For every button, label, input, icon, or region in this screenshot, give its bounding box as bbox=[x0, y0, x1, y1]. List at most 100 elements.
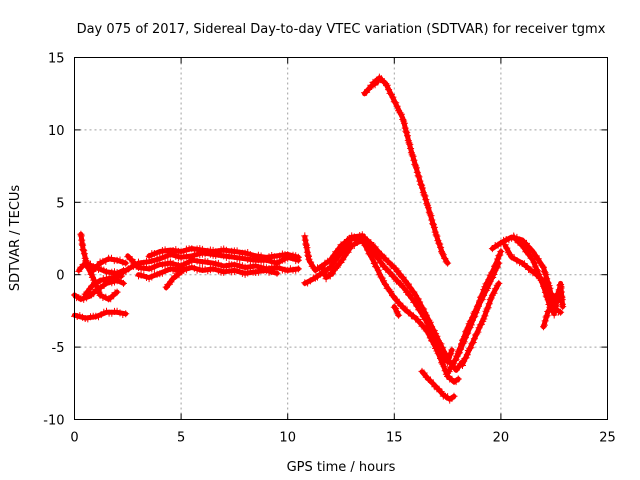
data-point bbox=[448, 360, 456, 368]
data-point bbox=[529, 248, 537, 256]
data-point bbox=[454, 364, 462, 372]
data-point bbox=[436, 240, 444, 248]
data-point bbox=[437, 355, 444, 362]
data-point bbox=[484, 304, 492, 312]
data-point bbox=[434, 349, 442, 357]
data-point bbox=[493, 259, 501, 267]
data-point bbox=[497, 248, 505, 255]
data-point bbox=[401, 124, 409, 132]
x-axis-tick-labels: 0 5 10 15 20 25 bbox=[70, 431, 615, 446]
data-point bbox=[378, 259, 386, 267]
data-point bbox=[540, 263, 547, 271]
data-point bbox=[106, 276, 114, 283]
data-point bbox=[405, 291, 412, 299]
data-point bbox=[430, 327, 438, 335]
data-point bbox=[525, 250, 533, 258]
y-tick-label: -5 bbox=[52, 341, 65, 356]
data-point bbox=[540, 321, 548, 329]
data-point bbox=[394, 267, 402, 275]
data-point bbox=[318, 263, 326, 271]
series-track bbox=[77, 230, 121, 303]
series-track bbox=[510, 232, 567, 319]
data-point bbox=[557, 297, 565, 305]
data-point bbox=[385, 286, 393, 294]
data-point bbox=[442, 258, 450, 266]
data-point bbox=[424, 204, 432, 212]
data-point bbox=[476, 297, 484, 305]
x-tick-label: 15 bbox=[386, 431, 403, 446]
data-point bbox=[390, 273, 398, 281]
data-point bbox=[467, 344, 475, 352]
series-track bbox=[540, 290, 565, 331]
data-point bbox=[461, 333, 469, 340]
data-point bbox=[456, 344, 464, 352]
data-point bbox=[494, 255, 502, 263]
data-point bbox=[492, 285, 500, 293]
data-point bbox=[414, 295, 422, 303]
data-point bbox=[397, 279, 405, 287]
data-point bbox=[480, 315, 488, 323]
data-point bbox=[458, 340, 465, 348]
data-point bbox=[454, 375, 462, 383]
data-point bbox=[413, 168, 421, 176]
data-point bbox=[416, 318, 424, 326]
data-point bbox=[339, 256, 347, 264]
data-point bbox=[404, 132, 411, 140]
data-point bbox=[390, 98, 398, 106]
data-point bbox=[389, 93, 397, 101]
data-point bbox=[344, 248, 352, 256]
data-point bbox=[335, 259, 343, 267]
data-point bbox=[540, 267, 548, 275]
data-point bbox=[436, 339, 444, 347]
series-track bbox=[145, 245, 302, 262]
data-point bbox=[541, 288, 549, 296]
data-point bbox=[440, 362, 448, 370]
data-point bbox=[82, 257, 90, 265]
data-point bbox=[364, 246, 372, 254]
data-point bbox=[540, 323, 547, 331]
data-point bbox=[428, 323, 436, 331]
data-point bbox=[332, 265, 340, 272]
data-point bbox=[541, 269, 549, 277]
series-track bbox=[418, 367, 458, 404]
data-point bbox=[559, 303, 567, 311]
data-point bbox=[75, 267, 83, 275]
data-point bbox=[333, 263, 341, 271]
series-track bbox=[361, 78, 381, 97]
data-point bbox=[444, 369, 452, 377]
data-point bbox=[389, 292, 396, 300]
data-point bbox=[464, 324, 472, 332]
data-point bbox=[326, 272, 334, 280]
data-point bbox=[445, 368, 453, 376]
data-point bbox=[471, 308, 479, 315]
data-point bbox=[393, 308, 401, 316]
data-point bbox=[378, 75, 385, 83]
data-point bbox=[455, 363, 463, 371]
data-point bbox=[474, 328, 482, 336]
grid-lines bbox=[74, 57, 608, 420]
series-track bbox=[71, 307, 130, 323]
data-point bbox=[430, 223, 438, 231]
data-point bbox=[492, 261, 500, 269]
series-track bbox=[459, 279, 503, 369]
data-point bbox=[410, 156, 418, 164]
data-point bbox=[542, 313, 550, 321]
data-point bbox=[413, 164, 420, 172]
data-point bbox=[273, 269, 281, 277]
data-point bbox=[426, 210, 434, 218]
data-point bbox=[430, 340, 438, 348]
data-point bbox=[366, 251, 374, 259]
data-point bbox=[551, 295, 559, 303]
data-point bbox=[461, 355, 469, 362]
data-point bbox=[119, 258, 127, 266]
data-point bbox=[335, 245, 343, 253]
data-point bbox=[424, 328, 432, 336]
x-axis-label: GPS time / hours bbox=[287, 460, 396, 475]
y-axis-label: SDTVAR / TECUs bbox=[8, 185, 23, 292]
data-point bbox=[399, 116, 407, 123]
data-point bbox=[177, 268, 185, 276]
data-point bbox=[84, 288, 92, 296]
data-point bbox=[408, 287, 416, 295]
plot-frame bbox=[74, 57, 608, 420]
